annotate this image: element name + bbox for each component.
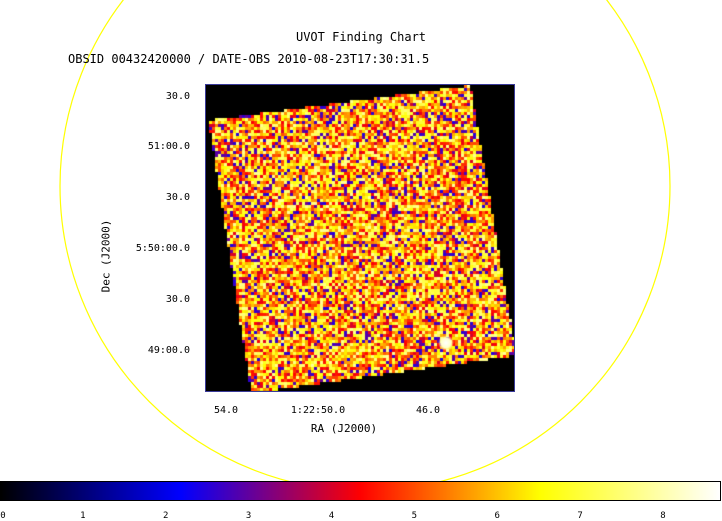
colorbar-tick-label: 1 xyxy=(80,511,86,521)
colorbar-tick-label: 2 xyxy=(163,511,169,521)
x-tick-label: 54.0 xyxy=(213,405,239,416)
y-tick-label: 49:00.0 xyxy=(147,345,190,356)
x-tick-label: 1:22:50.0 xyxy=(290,405,346,416)
x-tick-label: 46.0 xyxy=(415,405,441,416)
colorbar-tick-label: 3 xyxy=(245,511,252,521)
colorbar xyxy=(0,481,721,501)
y-axis-label: Dec (J2000) xyxy=(99,219,113,293)
chart-subtitle: OBSID 00432420000 / DATE-OBS 2010-08-23T… xyxy=(68,52,430,66)
chart-title: UVOT Finding Chart xyxy=(295,30,427,44)
y-tick-label: 51:00.0 xyxy=(147,141,190,152)
x-axis-label: RA (J2000) xyxy=(310,422,378,435)
colorbar-tick-label: 4 xyxy=(328,511,335,521)
y-tick-label: 30.0 xyxy=(165,294,190,305)
sky-image xyxy=(206,85,514,391)
colorbar-tick-label: 0 xyxy=(0,511,6,521)
colorbar-tick-label: 6 xyxy=(494,511,500,521)
y-tick-label: 5:50:00.0 xyxy=(135,243,190,254)
y-tick-label: 30.0 xyxy=(165,91,190,102)
y-tick-label: 30.0 xyxy=(165,192,190,203)
colorbar-tick-label: 7 xyxy=(577,511,583,521)
image-panel xyxy=(205,84,515,392)
colorbar-tick-label: 5 xyxy=(411,511,418,521)
colorbar-tick-label: 8 xyxy=(660,511,666,521)
